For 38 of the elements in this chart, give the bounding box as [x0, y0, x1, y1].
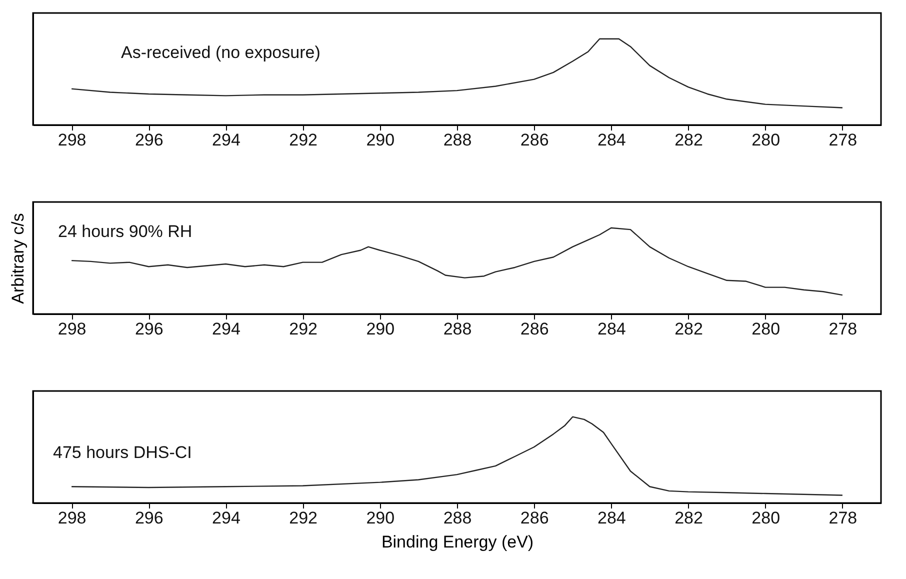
- x-tick-label: 286: [520, 508, 549, 528]
- x-tick-label: 278: [828, 130, 858, 150]
- x-tick-label: 282: [674, 130, 703, 150]
- x-tick-label: 298: [58, 130, 86, 150]
- annotation: 475 hours DHS-CI: [53, 443, 192, 462]
- x-tick-label: 284: [597, 508, 626, 528]
- x-tick-label: 280: [752, 508, 780, 528]
- x-tick-label: 290: [366, 508, 395, 528]
- x-tick-label: 282: [674, 508, 703, 528]
- x-tick-label: 280: [752, 130, 780, 150]
- x-tick-label: 278: [828, 320, 858, 338]
- x-tick-label: 292: [289, 508, 318, 528]
- x-tick-label: 296: [134, 130, 164, 150]
- x-axis-title: Binding Energy (eV): [381, 532, 534, 552]
- x-tick-label: 298: [58, 508, 86, 528]
- x-tick-label: 288: [443, 508, 472, 528]
- x-tick-label: 290: [366, 320, 395, 338]
- x-tick-label: 294: [212, 320, 240, 338]
- x-tick-label: 294: [212, 130, 240, 150]
- annotation: 24 hours 90% RH: [58, 222, 192, 241]
- x-tick-label: 282: [674, 320, 703, 338]
- x-tick-label: 284: [597, 320, 626, 338]
- x-tick-label: 280: [752, 320, 780, 338]
- x-tick-label: 278: [828, 508, 858, 528]
- x-tick-label: 298: [58, 320, 86, 338]
- annotation: As-received (no exposure): [121, 43, 320, 62]
- x-tick-label: 286: [520, 320, 549, 338]
- x-tick-label: 292: [289, 130, 318, 150]
- x-tick-label: 294: [212, 508, 240, 528]
- x-tick-label: 296: [134, 320, 164, 338]
- x-tick-label: 284: [597, 130, 626, 150]
- x-tick-label: 296: [134, 508, 164, 528]
- x-tick-label: 288: [443, 320, 472, 338]
- x-tick-label: 292: [289, 320, 318, 338]
- x-tick-label: 288: [443, 130, 472, 150]
- x-tick-label: 286: [520, 130, 549, 150]
- x-tick-label: 290: [366, 130, 395, 150]
- y-axis-title: Arbitrary c/s: [8, 213, 28, 304]
